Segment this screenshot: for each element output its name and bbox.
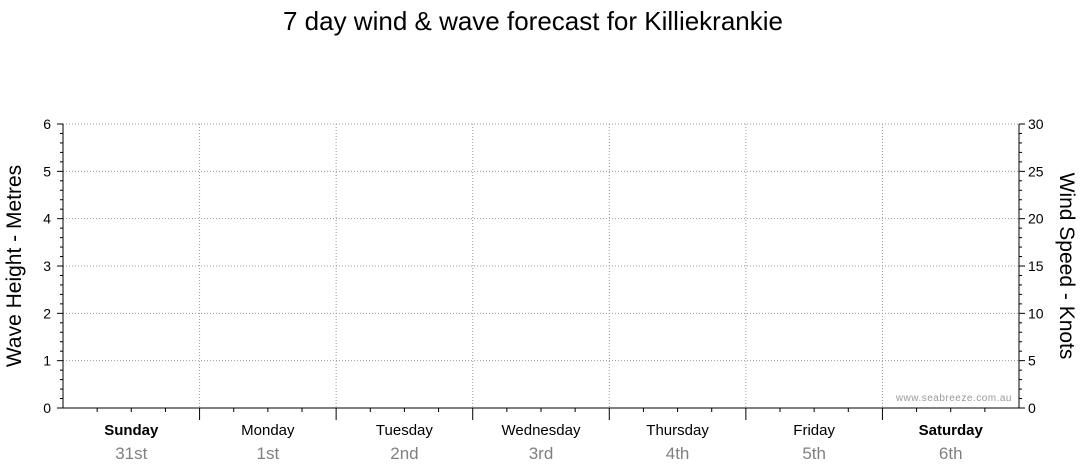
y2-tick-label: 30: [1028, 116, 1044, 132]
y-tick-label: 4: [43, 211, 51, 227]
day-name-label: Tuesday: [376, 422, 433, 439]
y2-axis-title: Wind Speed - Knots: [1055, 173, 1078, 360]
chart-title: 7 day wind & wave forecast for Killiekra…: [283, 6, 783, 36]
day-date-label: 4th: [666, 444, 690, 463]
y-tick-label: 0: [43, 400, 51, 416]
y2-tick-label: 15: [1028, 258, 1044, 274]
day-date-label: 1st: [257, 444, 280, 463]
y-tick-label: 3: [43, 258, 51, 274]
y2-tick-label: 25: [1028, 163, 1044, 179]
day-name-label: Thursday: [646, 422, 709, 439]
x-axis-ticks: [96, 408, 986, 420]
y-axis-title: Wave Height - Metres: [3, 165, 26, 367]
day-date-label: 3rd: [529, 444, 554, 463]
y-tick-label: 6: [43, 116, 51, 132]
y2-tick-label: 10: [1028, 305, 1044, 321]
y2-tick-label: 0: [1028, 400, 1036, 416]
left-axis-ticks: 0 1 2 3 4 5 6: [43, 116, 63, 416]
watermark-text: www.seabreeze.com.au: [895, 393, 1012, 404]
y2-tick-label: 20: [1028, 211, 1044, 227]
day-name-label: Monday: [241, 422, 295, 439]
grid-lines: [63, 123, 1019, 408]
y2-tick-label: 5: [1028, 353, 1036, 369]
day-date-label: 2nd: [390, 444, 418, 463]
y-tick-label: 2: [43, 305, 51, 321]
day-name-label: Saturday: [919, 422, 984, 439]
day-name-label: Friday: [793, 422, 835, 439]
y-tick-label: 1: [43, 353, 51, 369]
day-name-label: Sunday: [104, 422, 159, 439]
right-axis-ticks: 0 5 10 15 20 25 30: [1019, 116, 1044, 416]
day-date-label: 5th: [802, 444, 826, 463]
day-name-label: Wednesday: [502, 422, 581, 439]
day-date-label: 6th: [939, 444, 963, 463]
y-tick-label: 5: [43, 163, 51, 179]
day-labels: Sunday 31st Monday 1st Tuesday 2nd Wednesday 3r…: [104, 422, 983, 463]
day-date-label: 31st: [115, 444, 147, 463]
